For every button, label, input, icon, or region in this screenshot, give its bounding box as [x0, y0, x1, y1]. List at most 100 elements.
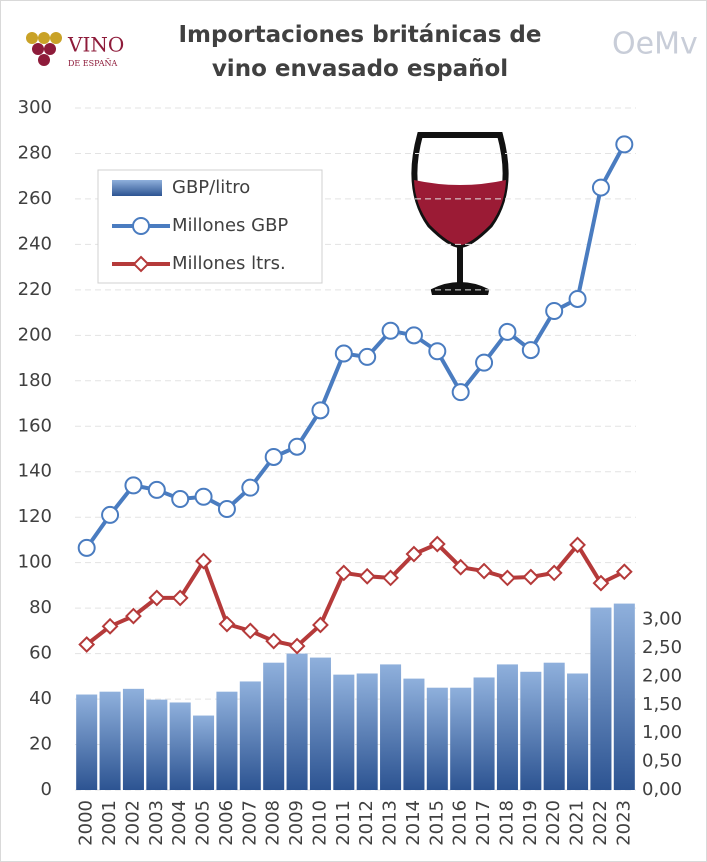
- y-tick-label: 60: [29, 643, 52, 664]
- bar: [497, 664, 518, 790]
- bar: [123, 689, 144, 790]
- x-tick-label: 2014: [403, 800, 424, 846]
- x-tick-label: 2002: [122, 800, 143, 846]
- bar: [100, 692, 121, 790]
- marker: [133, 218, 149, 234]
- bar: [193, 716, 214, 790]
- wine-glass-icon: [414, 135, 506, 292]
- marker: [570, 291, 586, 307]
- legend-swatch: [112, 180, 162, 196]
- y-tick-label: 140: [18, 461, 52, 482]
- x-tick-label: 2007: [239, 800, 260, 846]
- marker: [337, 566, 351, 580]
- legend-label: Millones GBP: [172, 215, 288, 236]
- bar: [310, 658, 331, 790]
- y2-tick-label: 0,50: [642, 751, 682, 772]
- x-tick-label: 2013: [380, 800, 401, 846]
- bar: [287, 654, 308, 790]
- marker: [312, 402, 328, 418]
- marker: [476, 355, 492, 371]
- bar: [216, 692, 237, 790]
- y-tick-label: 40: [29, 688, 52, 709]
- bar: [474, 677, 495, 790]
- marker: [266, 449, 282, 465]
- marker: [523, 342, 539, 358]
- marker: [406, 327, 422, 343]
- marker: [125, 477, 141, 493]
- marker: [477, 564, 491, 578]
- marker: [196, 489, 212, 505]
- marker: [359, 349, 375, 365]
- y2-tick-label: 1,50: [642, 694, 682, 715]
- marker: [289, 439, 305, 455]
- y-tick-label: 100: [18, 552, 52, 573]
- x-tick-label: 2004: [169, 800, 190, 846]
- y-tick-label: 180: [18, 370, 52, 391]
- marker: [593, 180, 609, 196]
- logo-left: VINO DE ESPAÑA: [26, 32, 124, 68]
- y2-tick-label: 1,00: [642, 722, 682, 743]
- marker: [500, 571, 514, 585]
- bar: [240, 681, 261, 790]
- bar: [544, 663, 565, 790]
- marker: [267, 634, 281, 648]
- marker: [79, 540, 95, 556]
- bar: [614, 604, 635, 790]
- x-tick-label: 2019: [520, 800, 541, 846]
- bar: [263, 663, 284, 790]
- x-tick-label: 2017: [473, 800, 494, 846]
- line: [87, 544, 625, 646]
- bar: [567, 673, 588, 790]
- chart-title: Importaciones británicas de vino envasad…: [150, 18, 570, 86]
- x-tick-label: 2021: [567, 800, 588, 846]
- y-tick-label: 240: [18, 233, 52, 254]
- marker: [524, 570, 538, 584]
- bar: [146, 700, 167, 790]
- y-tick-label: 20: [29, 734, 52, 755]
- y2-tick-label: 2,50: [642, 637, 682, 658]
- x-tick-label: 2006: [216, 800, 237, 846]
- bar: [450, 688, 471, 790]
- bar: [76, 695, 97, 790]
- marker: [220, 617, 234, 631]
- legend-label: Millones ltrs.: [172, 253, 286, 274]
- marker: [429, 343, 445, 359]
- x-tick-label: 2022: [590, 800, 611, 846]
- x-tick-label: 2011: [333, 800, 354, 846]
- y-tick-label: 200: [18, 324, 52, 345]
- bar: [333, 675, 354, 790]
- logo-right: OeMv: [612, 27, 698, 62]
- x-tick-label: 2023: [613, 800, 634, 846]
- marker: [383, 323, 399, 339]
- x-tick-label: 2003: [146, 800, 167, 846]
- bar: [170, 702, 191, 790]
- y-tick-label: 260: [18, 188, 52, 209]
- bar: [427, 688, 448, 790]
- marker: [617, 565, 631, 579]
- bar: [357, 673, 378, 790]
- x-tick-label: 2010: [309, 800, 330, 846]
- marker: [242, 480, 258, 496]
- marker: [499, 324, 515, 340]
- x-tick-label: 2005: [193, 800, 214, 846]
- chart: VINO DE ESPAÑA OeMv 02040608010012014016…: [0, 0, 707, 862]
- marker: [172, 491, 188, 507]
- logo-text: DE ESPAÑA: [68, 59, 118, 68]
- y-tick-label: 160: [18, 415, 52, 436]
- bar: [520, 672, 541, 790]
- x-tick-label: 2009: [286, 800, 307, 846]
- marker: [546, 303, 562, 319]
- marker: [336, 346, 352, 362]
- logo-text: VINO: [67, 33, 124, 57]
- marker: [102, 507, 118, 523]
- y-tick-label: 220: [18, 279, 52, 300]
- page: VINO DE ESPAÑA OeMv 02040608010012014016…: [0, 0, 707, 862]
- x-tick-label: 2000: [76, 800, 97, 846]
- y-tick-label: 80: [29, 597, 52, 618]
- marker: [616, 136, 632, 152]
- x-tick-label: 2001: [99, 800, 120, 846]
- x-tick-label: 2018: [496, 800, 517, 846]
- x-tick-label: 2008: [263, 800, 284, 846]
- marker: [149, 482, 165, 498]
- marker: [360, 569, 374, 583]
